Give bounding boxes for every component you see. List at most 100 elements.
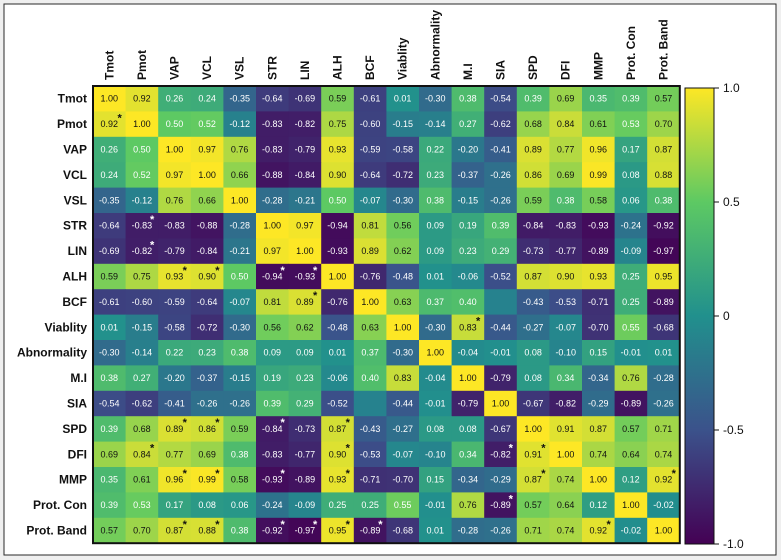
colorbar-tick-label-2: 0 [723, 309, 730, 323]
heatmap-cell-6-10 [419, 238, 452, 265]
column-label-3: VCL [200, 56, 214, 80]
cell-value-14-10: -0.10 [425, 449, 446, 459]
cell-value-12-4: -0.26 [229, 399, 250, 409]
row-label-1: Pmot [57, 117, 87, 131]
heatmap-cell-14-17 [647, 441, 681, 468]
cell-value-2-15: 0.96 [590, 145, 608, 155]
cell-value-7-13: 0.87 [524, 272, 542, 282]
row-label-7: ALH [62, 270, 87, 284]
cell-value-9-15: -0.70 [588, 322, 609, 332]
heatmap-cell-16-3 [190, 492, 224, 519]
row-label-16: Prot. Con [33, 498, 87, 512]
cell-value-14-12: -0.82 [490, 449, 511, 459]
cell-value-17-1: 0.70 [133, 526, 151, 536]
heatmap-cell-11-5 [256, 365, 289, 392]
heatmap-cell-14-1 [125, 441, 159, 468]
heatmap-cell-1-7 [321, 111, 355, 138]
column-label-9: Viablity [396, 37, 410, 80]
heatmap-cell-15-10 [419, 467, 452, 493]
heatmap-cell-15-13 [516, 467, 550, 493]
column-label-1: Pmot [135, 50, 149, 80]
cell-value-11-2: -0.20 [164, 373, 185, 383]
row-label-10: Abnormality [17, 346, 87, 360]
cell-value-7-0: 0.59 [101, 272, 119, 282]
significance-star-15-3: * [215, 468, 220, 480]
heatmap-cell-5-13 [516, 213, 550, 239]
column-label-16: Prot. Con [624, 26, 638, 80]
heatmap-cell-2-17 [647, 136, 681, 163]
cell-value-15-6: -0.89 [295, 475, 316, 485]
heatmap-cell-14-3 [190, 441, 224, 468]
cell-value-14-4: 0.38 [231, 449, 249, 459]
significance-star-14-1: * [150, 443, 155, 455]
cell-value-15-4: 0.58 [231, 475, 249, 485]
cell-value-9-12: -0.44 [490, 322, 511, 332]
row-label-0: Tmot [58, 92, 87, 106]
heatmap-cell-12-2 [158, 390, 192, 417]
significance-star-17-8: * [378, 519, 383, 531]
heatmap-cell-7-17 [647, 263, 681, 290]
cell-value-7-6: -0.93 [295, 272, 316, 282]
cell-value-5-12: 0.39 [492, 221, 510, 231]
cell-value-8-1: -0.60 [132, 297, 153, 307]
heatmap-cell-7-0 [93, 263, 126, 290]
heatmap-cell-8-4 [223, 289, 257, 315]
heatmap-cell-15-16 [614, 467, 648, 493]
cell-value-16-5: -0.24 [262, 500, 283, 510]
heatmap-cell-1-8 [353, 111, 387, 138]
heatmap-cell-11-13 [516, 365, 550, 392]
cell-value-5-15: -0.93 [588, 221, 609, 231]
heatmap-cell-8-6 [288, 289, 322, 315]
heatmap-cell-10-12 [484, 340, 518, 366]
cell-value-10-0: -0.30 [99, 348, 120, 358]
cell-value-10-4: 0.38 [231, 348, 249, 358]
cell-value-9-6: 0.62 [296, 322, 314, 332]
cell-value-14-5: -0.83 [262, 449, 283, 459]
cell-value-2-10: 0.22 [427, 145, 445, 155]
heatmap-cell-1-13 [516, 111, 550, 138]
cell-value-9-11: 0.83 [459, 322, 477, 332]
cell-value-13-17: 0.71 [655, 424, 673, 434]
cell-value-3-6: -0.84 [295, 170, 316, 180]
cell-value-3-16: 0.08 [622, 170, 640, 180]
cell-value-10-1: -0.14 [132, 348, 153, 358]
cell-value-16-6: -0.09 [295, 500, 316, 510]
heatmap-cell-9-1 [125, 314, 159, 341]
heatmap-cell-9-15 [582, 314, 615, 341]
cell-value-2-6: -0.79 [295, 145, 316, 155]
heatmap-cell-11-6 [288, 365, 322, 392]
heatmap-cell-9-17 [647, 314, 681, 341]
significance-star-14-12: * [509, 443, 514, 455]
heatmap-cell-7-11 [451, 263, 485, 290]
heatmap-cell-5-15 [582, 213, 615, 239]
cell-value-3-10: 0.23 [427, 170, 445, 180]
heatmap-cell-4-6 [288, 187, 322, 214]
heatmap-cell-6-4 [223, 238, 257, 265]
heatmap-cell-2-15 [582, 136, 615, 163]
significance-star-7-3: * [215, 265, 220, 277]
colorbar-tick-label-3: -0.5 [723, 423, 744, 437]
significance-star-9-11: * [476, 316, 481, 328]
cell-value-9-1: -0.15 [132, 322, 153, 332]
cell-value-6-14: -0.77 [555, 246, 576, 256]
row-label-3: VCL [63, 168, 87, 182]
cell-value-3-15: 0.99 [590, 170, 608, 180]
cell-value-0-1: 0.92 [133, 94, 151, 104]
heatmap-cell-5-10 [419, 213, 452, 239]
heatmap-cell-4-13 [516, 187, 550, 214]
heatmap-cell-17-17 [647, 517, 681, 544]
heatmap-cell-2-13 [516, 136, 550, 163]
heatmap-cell-13-8 [353, 416, 387, 442]
heatmap-cell-4-17 [647, 187, 681, 214]
heatmap-cell-15-2 [158, 467, 192, 493]
heatmap-cell-8-14 [549, 289, 583, 315]
heatmap-cell-11-12 [484, 365, 518, 392]
heatmap-cell-4-12 [484, 187, 518, 214]
cell-value-2-9: -0.58 [392, 145, 413, 155]
cell-value-1-6: -0.82 [295, 119, 316, 129]
column-labels: Tmot Pmot VAP VCL VSL STR LIN ALH BCF Viablity Abn… [102, 10, 670, 80]
cell-value-1-0: 0.92 [101, 119, 119, 129]
cell-value-1-16: 0.53 [622, 119, 640, 129]
column-label-7: ALH [331, 55, 345, 80]
cell-value-13-3: 0.86 [198, 424, 216, 434]
